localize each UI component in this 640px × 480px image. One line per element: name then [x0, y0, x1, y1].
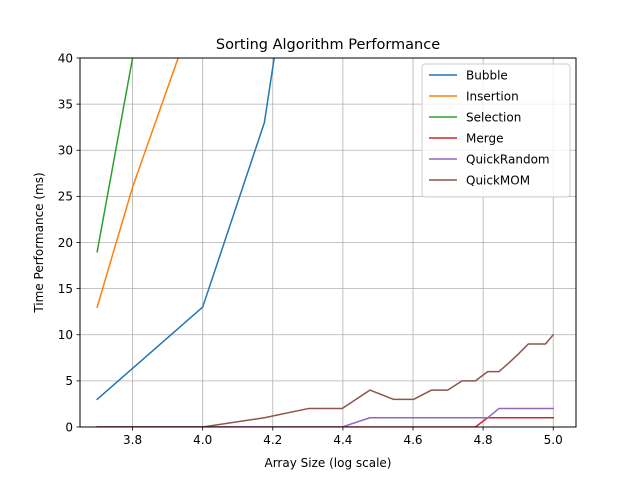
- series-line-merge: [96, 417, 554, 427]
- legend-label: QuickRandom: [466, 153, 550, 167]
- x-tick-label: 4.4: [333, 433, 352, 447]
- series-line-selection: [96, 58, 134, 253]
- y-tick-label: 35: [58, 97, 73, 111]
- series-line-bubble: [96, 58, 275, 401]
- legend-box: [421, 63, 571, 198]
- x-axis-title: Array Size (log scale): [265, 456, 392, 470]
- y-tick-label: 40: [58, 51, 73, 65]
- legend-label: Merge: [466, 132, 503, 146]
- legend-label: Bubble: [466, 69, 508, 83]
- y-tick-label: 15: [58, 282, 73, 296]
- legend-label: Selection: [466, 111, 521, 125]
- legend-label: Insertion: [466, 90, 519, 104]
- legend-label: QuickMOM: [466, 174, 530, 188]
- x-tick-label: 5.0: [544, 433, 563, 447]
- x-tick-label: 4.0: [193, 433, 212, 447]
- y-tick-label: 20: [58, 236, 73, 250]
- y-axis-title: Time Performance (ms): [32, 172, 46, 313]
- series-line-quickmom: [96, 333, 555, 427]
- y-tick-label: 25: [58, 190, 73, 204]
- axis-ticks: 3.8 4.0 4.2 4.4 4.6 4.8 5.0 0 5 10 15 20 25 30 35 40: [58, 51, 563, 447]
- x-tick-label: 4.2: [263, 433, 282, 447]
- x-tick-label: 3.8: [123, 433, 142, 447]
- y-tick-label: 5: [65, 374, 73, 388]
- chart-title: Sorting Algorithm Performance: [216, 37, 440, 53]
- y-tick-label: 10: [58, 328, 73, 342]
- series-line-quickrandom: [96, 407, 554, 427]
- series-lines: [96, 58, 555, 427]
- series-line-insertion: [96, 58, 179, 309]
- x-tick-label: 4.6: [403, 433, 422, 447]
- y-tick-label: 0: [65, 420, 73, 434]
- legend: Bubble Insertion Selection Merge QuickRandom…: [421, 63, 571, 198]
- y-tick-label: 30: [58, 144, 73, 158]
- x-tick-label: 4.8: [474, 433, 493, 447]
